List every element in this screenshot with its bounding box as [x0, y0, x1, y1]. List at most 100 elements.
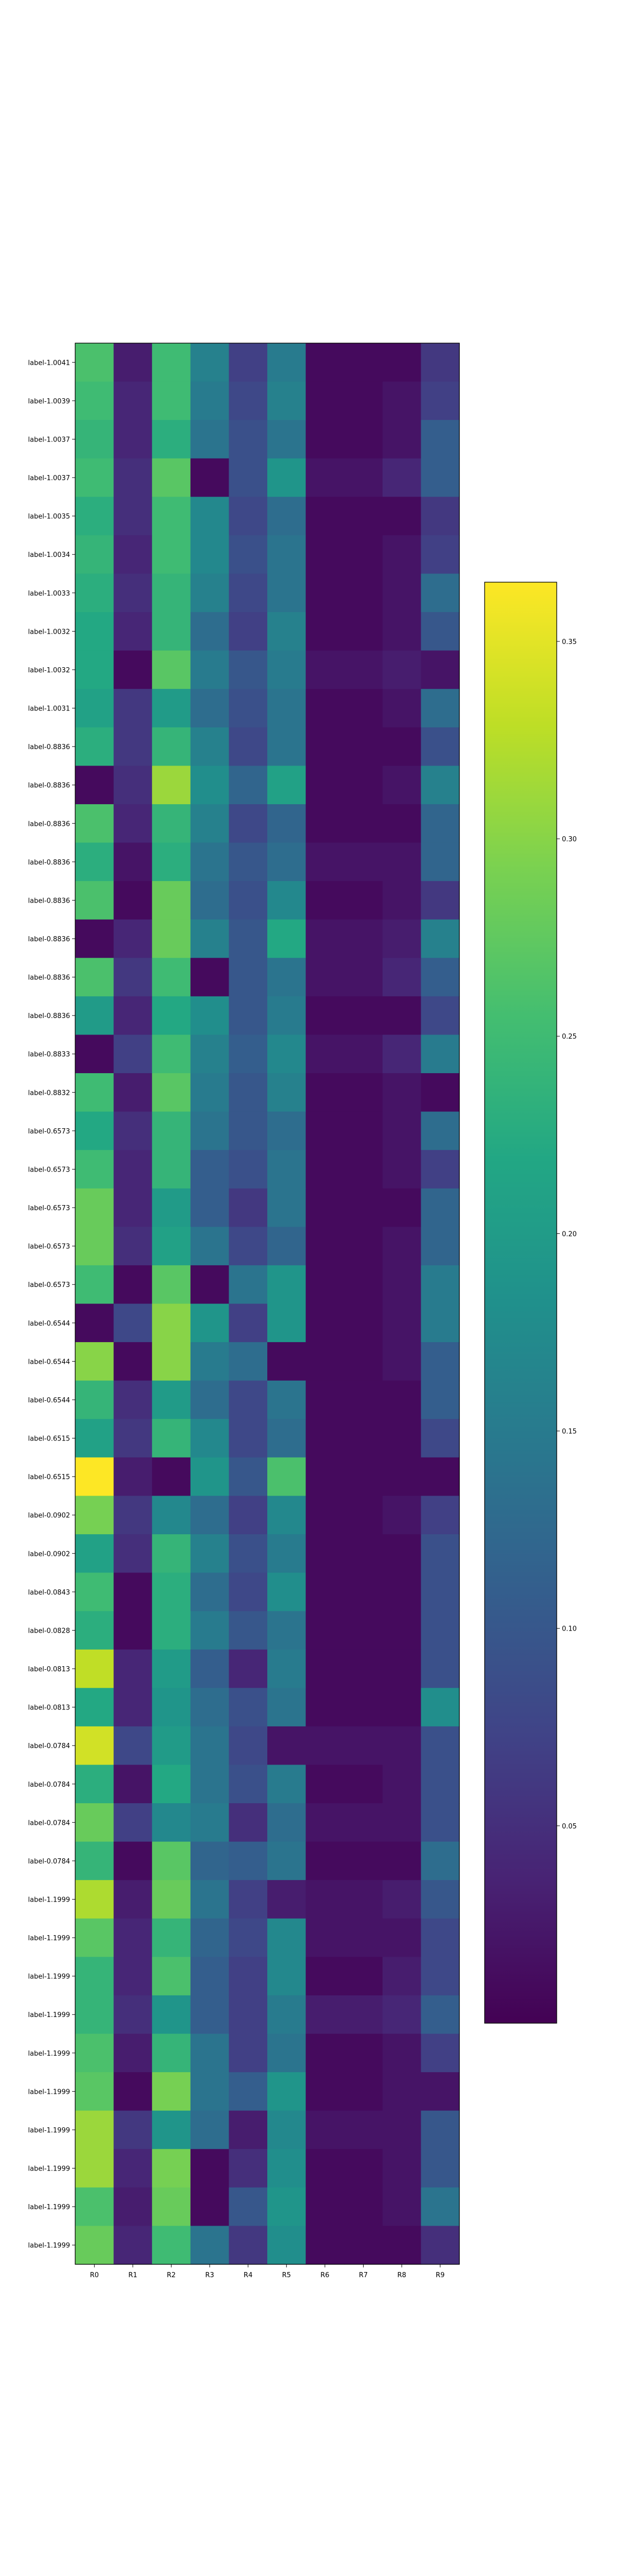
row-tick-label: label-1.1999: [28, 2127, 70, 2134]
heatmap-cell: [229, 2226, 268, 2265]
heatmap-cell: [344, 573, 383, 613]
heatmap-cell: [382, 766, 421, 805]
heatmap-cell: [229, 1419, 268, 1458]
heatmap-cell: [382, 1496, 421, 1535]
heatmap-cell: [152, 1342, 191, 1381]
heatmap-cell: [421, 1303, 460, 1343]
heatmap-cell: [421, 1342, 460, 1381]
heatmap-cell: [113, 727, 152, 766]
heatmap-cell: [344, 381, 383, 420]
heatmap-cell: [382, 1227, 421, 1266]
heatmap-cell: [382, 1611, 421, 1650]
heatmap-cell: [75, 2187, 114, 2227]
colorbar-tick-label: 0.35: [562, 638, 577, 646]
heatmap-cell: [190, 842, 229, 882]
heatmap-cell: [190, 1111, 229, 1150]
heatmap-cell: [229, 958, 268, 997]
heatmap-cell: [267, 1457, 306, 1496]
heatmap-cell: [229, 573, 268, 613]
heatmap-cell: [421, 1265, 460, 1304]
heatmap-cell: [267, 458, 306, 497]
heatmap-cell: [152, 1496, 191, 1535]
heatmap-cell: [344, 2110, 383, 2149]
heatmap-cell: [344, 1803, 383, 1842]
row-tick-label: label-1.1999: [28, 1896, 70, 1904]
heatmap-cell: [421, 573, 460, 613]
heatmap-cell: [305, 996, 345, 1036]
heatmap-cell: [229, 1649, 268, 1688]
heatmap-cell: [267, 1880, 306, 1919]
row-tick-label: label-0.0784: [28, 1819, 70, 1827]
heatmap-cell: [75, 1765, 114, 1804]
heatmap-cell: [229, 1380, 268, 1419]
heatmap-cell: [113, 919, 152, 958]
heatmap-cell: [382, 1995, 421, 2035]
heatmap-cell: [305, 1765, 345, 1804]
heatmap-cell: [229, 842, 268, 882]
heatmap-cell: [382, 1303, 421, 1343]
heatmap-cell: [305, 1188, 345, 1227]
heatmap-cell: [344, 612, 383, 651]
heatmap-cell: [152, 1995, 191, 2035]
heatmap-cell: [267, 1649, 306, 1688]
heatmap-cell: [344, 2033, 383, 2073]
heatmap-cell: [382, 1918, 421, 1957]
row-tick-label: label-1.0037: [28, 474, 70, 482]
heatmap-cell: [267, 1111, 306, 1150]
heatmap-cell: [267, 535, 306, 574]
heatmap-cell: [421, 689, 460, 728]
heatmap-cell: [305, 2187, 345, 2227]
heatmap-cell: [229, 2033, 268, 2073]
heatmap-cell: [344, 458, 383, 497]
heatmap-cell: [229, 1227, 268, 1266]
heatmap-cell: [113, 1765, 152, 1804]
heatmap-cell: [190, 1803, 229, 1842]
heatmap-cell: [344, 766, 383, 805]
heatmap-cell: [229, 1918, 268, 1957]
heatmap-cell: [113, 1073, 152, 1112]
heatmap-cell: [75, 650, 114, 689]
row-tick-label: label-0.0784: [28, 1742, 70, 1750]
heatmap-cell: [305, 1227, 345, 1266]
heatmap-cell: [152, 1649, 191, 1688]
heatmap-cell: [421, 1918, 460, 1957]
row-tick-label: label-1.0037: [28, 436, 70, 444]
heatmap-cell: [75, 804, 114, 843]
heatmap-cell: [229, 2072, 268, 2111]
heatmap-cell: [305, 1611, 345, 1650]
row-tick-label: label-0.6544: [28, 1397, 70, 1404]
row-tick-label: label-1.0034: [28, 551, 70, 559]
heatmap-cell: [190, 689, 229, 728]
heatmap-cell: [75, 420, 114, 459]
heatmap-cell: [267, 420, 306, 459]
heatmap-cell: [267, 996, 306, 1036]
heatmap-cell: [75, 497, 114, 536]
heatmap-cell: [305, 1995, 345, 2035]
heatmap-cell: [152, 2072, 191, 2111]
heatmap-cell: [75, 1265, 114, 1304]
heatmap-cell: [75, 2033, 114, 2073]
heatmap-cell: [421, 804, 460, 843]
heatmap-cell: [113, 1995, 152, 2035]
heatmap-cell: [152, 343, 191, 382]
heatmap-cell: [344, 1227, 383, 1266]
heatmap-cell: [421, 2187, 460, 2227]
heatmap-cell: [190, 1918, 229, 1957]
heatmap-cell: [305, 1150, 345, 1189]
heatmap-cell: [344, 2072, 383, 2111]
row-tick-label: label-1.1999: [28, 2050, 70, 2058]
heatmap-cell: [152, 1265, 191, 1304]
heatmap-cell: [190, 535, 229, 574]
heatmap-cell: [152, 919, 191, 958]
heatmap-cell: [344, 1342, 383, 1381]
heatmap-cell: [190, 381, 229, 420]
heatmap-cell: [190, 919, 229, 958]
heatmap-cell: [382, 1534, 421, 1573]
row-tick-label: label-0.6573: [28, 1243, 70, 1251]
heatmap-cell: [152, 1150, 191, 1189]
row-tick-label: label-1.0032: [28, 667, 70, 674]
heatmap-cell: [75, 1073, 114, 1112]
colorbar-tick-labels: 0.05 0.10 0.15 0.20 0.25 0.30 0.35: [557, 638, 577, 1831]
heatmap-cell: [75, 1688, 114, 1727]
heatmap-cell: [344, 1957, 383, 1996]
